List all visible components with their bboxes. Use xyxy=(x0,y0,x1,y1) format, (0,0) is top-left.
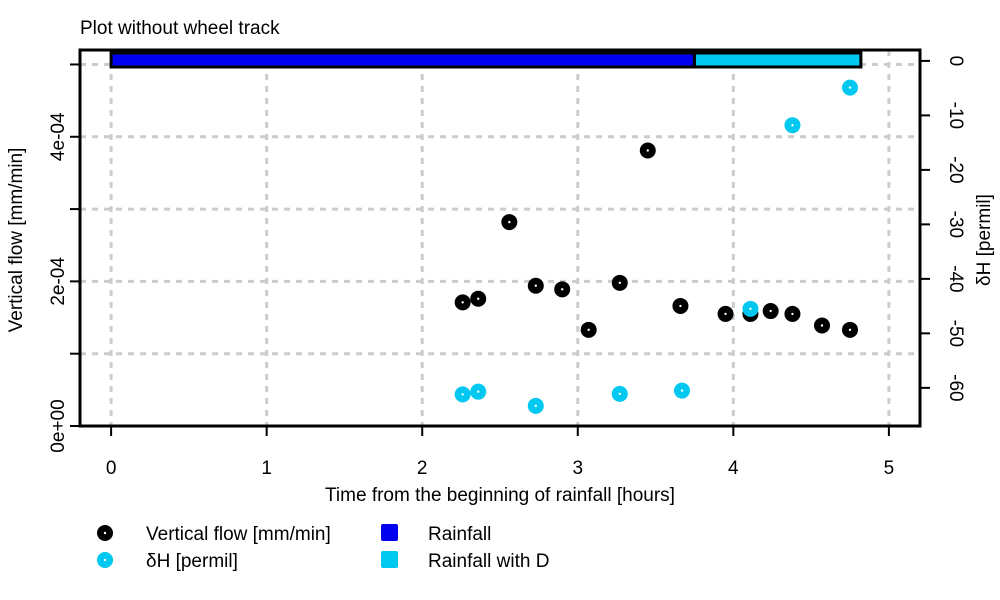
legend-label: Rainfall with D xyxy=(428,551,549,572)
data-point-center xyxy=(618,392,621,396)
x-tick-label: 2 xyxy=(417,458,428,479)
x-tick-label: 0 xyxy=(106,458,117,479)
legend-label: Rainfall xyxy=(428,524,491,545)
y-right-tick-label: -10 xyxy=(945,102,966,129)
legend-item: Rainfall with D xyxy=(381,551,549,572)
legend-symbol-center xyxy=(103,531,107,535)
data-points xyxy=(454,79,858,414)
legend-symbol-square xyxy=(381,524,398,541)
x-tick-label: 3 xyxy=(572,458,583,479)
data-point-center xyxy=(680,389,684,392)
x-tick-label: 5 xyxy=(884,458,895,479)
y-left-tick-label: 2e-04 xyxy=(48,257,69,306)
data-point-center xyxy=(618,281,621,285)
legend-label: δH [permil] xyxy=(146,551,238,572)
legend-item: Vertical flow [mm/min] xyxy=(97,524,331,545)
y-left-tick-label: 4e-04 xyxy=(48,112,69,161)
legend-label: Vertical flow [mm/min] xyxy=(146,524,331,545)
y-axis-left-label: Vertical flow [mm/min] xyxy=(6,148,27,333)
y-right-tick-label: -50 xyxy=(945,320,966,347)
data-point-center xyxy=(646,149,649,152)
plot-frame xyxy=(78,48,922,428)
x-tick-label: 1 xyxy=(261,458,272,479)
data-point-center xyxy=(820,324,824,327)
data-point-center xyxy=(791,124,794,127)
data-point-center xyxy=(791,312,794,316)
axes: 0 1 2 3 4 5 0e+00 2e-04 4e-04 0 -10 -20 -30 -40 -50 -60 xyxy=(48,48,966,479)
y-right-tick-label: -40 xyxy=(945,265,966,292)
y-left-tick-label: 0e+00 xyxy=(48,399,69,452)
data-point-center xyxy=(769,309,772,313)
data-point-center xyxy=(848,86,852,89)
data-point-center xyxy=(477,390,480,393)
data-point-center xyxy=(534,404,537,408)
data-point-center xyxy=(508,220,511,224)
data-point-center xyxy=(477,297,480,300)
legend-item: Rainfall xyxy=(381,524,491,545)
data-point-center xyxy=(724,312,727,316)
legend-symbol-center xyxy=(103,558,107,562)
rainfall-band xyxy=(692,51,863,69)
rainfall-bands xyxy=(109,51,863,69)
data-point-center xyxy=(534,284,537,287)
y-axis-right-label: δH [permil] xyxy=(974,194,995,286)
data-point-center xyxy=(561,288,564,291)
grid-lines xyxy=(80,50,920,428)
legend: Vertical flow [mm/min] δH [permil] Rainfal… xyxy=(97,524,549,572)
legend-symbol-square xyxy=(381,551,398,568)
data-point-center xyxy=(461,393,464,396)
legend-item: δH [permil] xyxy=(97,551,238,572)
y-right-tick-label: -60 xyxy=(945,374,966,401)
chart-title: Plot without wheel track xyxy=(80,18,280,39)
data-point-center xyxy=(679,304,682,308)
data-point-center xyxy=(749,307,752,311)
y-right-tick-label: -20 xyxy=(945,156,966,183)
y-right-tick-label: 0 xyxy=(945,56,966,67)
y-right-tick-label: -30 xyxy=(945,211,966,238)
data-point-center xyxy=(461,301,464,304)
data-point-center xyxy=(848,328,852,332)
x-axis-label: Time from the beginning of rainfall [hou… xyxy=(325,485,675,506)
x-tick-label: 4 xyxy=(728,458,739,479)
rainfall-band xyxy=(109,51,696,69)
data-point-center xyxy=(587,328,590,332)
